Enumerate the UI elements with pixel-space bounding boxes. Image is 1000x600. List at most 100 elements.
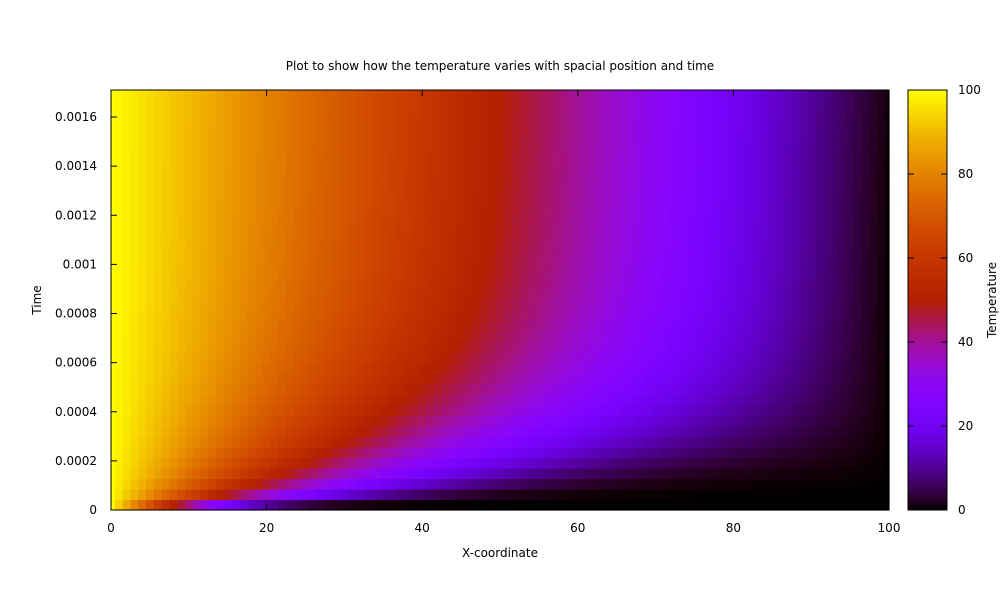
heatmap-cell — [379, 394, 388, 406]
heatmap-cell — [114, 352, 124, 364]
heatmap-cell — [394, 163, 404, 175]
heatmap-cell — [410, 300, 419, 312]
heatmap-cell — [317, 373, 326, 385]
heatmap-cell — [807, 331, 816, 343]
heatmap-cell — [356, 405, 365, 417]
heatmap-cell — [815, 363, 824, 375]
heatmap-cell — [138, 174, 147, 186]
heatmap-cell — [589, 331, 598, 343]
heatmap-cell — [138, 499, 147, 511]
heatmap-cell — [605, 237, 614, 249]
heatmap-cell — [636, 394, 645, 406]
heatmap-cell — [208, 226, 217, 238]
heatmap-cell — [356, 373, 365, 385]
heatmap-cell — [449, 363, 458, 375]
heatmap-cell — [138, 279, 147, 291]
heatmap-cell — [535, 100, 544, 112]
heatmap-cell — [877, 258, 886, 270]
heatmap-cell — [573, 321, 583, 333]
heatmap-cell — [885, 468, 890, 480]
heatmap-cell — [768, 405, 777, 417]
heatmap-cell — [527, 321, 536, 333]
heatmap-cell — [783, 142, 793, 154]
heatmap-cell — [356, 447, 365, 459]
heatmap-cell — [449, 436, 458, 448]
heatmap-cell — [597, 405, 606, 417]
heatmap-cell — [667, 310, 676, 322]
heatmap-cell — [278, 268, 287, 280]
heatmap-cell — [822, 342, 832, 354]
heatmap-cell — [597, 415, 606, 427]
heatmap-cell — [745, 268, 754, 280]
heatmap-cell — [301, 279, 310, 291]
heatmap-cell — [324, 111, 334, 123]
heatmap-cell — [760, 394, 770, 406]
heatmap-cell — [659, 268, 668, 280]
heatmap-cell — [216, 142, 225, 154]
heatmap-cell — [885, 268, 890, 280]
heatmap-cell — [636, 132, 645, 144]
heatmap-cell — [262, 142, 272, 154]
heatmap-cell — [379, 111, 388, 123]
heatmap-cell — [317, 268, 326, 280]
heatmap-cell — [713, 100, 723, 112]
heatmap-cell — [573, 478, 583, 490]
heatmap-cell — [822, 300, 832, 312]
heatmap-cell — [807, 132, 816, 144]
heatmap-cell — [356, 100, 365, 112]
heatmap-cell — [636, 352, 645, 364]
heatmap-cell — [745, 174, 754, 186]
heatmap-cell — [231, 289, 240, 301]
heatmap-cell — [146, 426, 155, 438]
heatmap-cell — [620, 384, 629, 396]
heatmap-cell — [286, 499, 295, 511]
heatmap-cell — [286, 331, 295, 343]
heatmap-cell — [464, 468, 474, 480]
heatmap-cell — [153, 478, 163, 490]
heatmap-cell — [208, 100, 217, 112]
heatmap-cell — [262, 100, 272, 112]
heatmap-cell — [114, 384, 124, 396]
heatmap-cell — [488, 111, 497, 123]
heatmap-cell — [729, 121, 738, 133]
heatmap-cell — [114, 321, 124, 333]
heatmap-cell — [177, 447, 186, 459]
heatmap-cell — [363, 100, 373, 112]
heatmap-cell — [846, 195, 855, 207]
heatmap-cell — [169, 405, 178, 417]
heatmap-cell — [527, 363, 536, 375]
heatmap-cell — [480, 132, 489, 144]
heatmap-cell — [612, 216, 622, 228]
heatmap-cell — [846, 457, 855, 469]
heatmap-cell — [379, 499, 388, 511]
heatmap-cell — [402, 310, 412, 322]
heatmap-cell — [776, 216, 785, 228]
heatmap-cell — [161, 100, 170, 112]
heatmap-cell — [573, 447, 583, 459]
heatmap-cell — [589, 342, 598, 354]
heatmap-cell — [713, 142, 723, 154]
heatmap-cell — [348, 205, 357, 217]
heatmap-cell — [721, 268, 731, 280]
y-axis: 00.00020.00040.00060.00080.0010.00120.00… — [55, 110, 889, 517]
heatmap-cell — [519, 384, 528, 396]
heatmap-cell — [231, 216, 240, 228]
heatmap-cell — [161, 499, 170, 511]
heatmap-cell — [480, 415, 489, 427]
heatmap-cell — [721, 216, 731, 228]
heatmap-cell — [698, 268, 707, 280]
heatmap-cell — [130, 300, 139, 312]
heatmap-cell — [138, 205, 147, 217]
heatmap-cell — [254, 373, 264, 385]
heatmap-cell — [464, 426, 474, 438]
heatmap-cell — [745, 321, 754, 333]
heatmap-cell — [612, 426, 622, 438]
heatmap-cell — [146, 174, 155, 186]
y-tick-label: 0.0014 — [55, 159, 97, 173]
heatmap-cell — [324, 352, 334, 364]
heatmap-cell — [566, 100, 575, 112]
heatmap-cell — [581, 373, 591, 385]
heatmap-cell — [231, 415, 240, 427]
heatmap-cell — [535, 184, 544, 196]
heatmap-cell — [667, 415, 676, 427]
